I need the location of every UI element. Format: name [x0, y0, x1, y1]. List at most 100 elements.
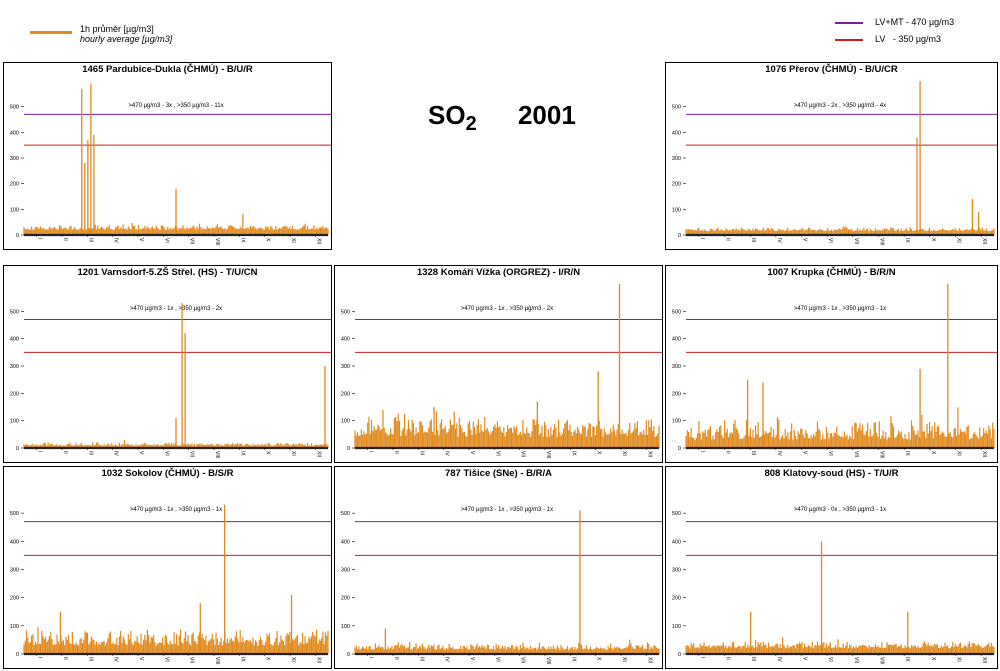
x-tick-label: VII: [520, 657, 526, 663]
exceedance-annotation: >470 µg/m3 - 1x , >350 µg/m3 - 1x: [794, 306, 886, 312]
chart-svg: 0 100 200 300 400 500 >470 µg/m3 - 1x , >350 µ…: [672, 284, 997, 459]
x-tick-label: IV: [113, 657, 119, 662]
x-tick-label: XI: [290, 451, 296, 456]
y-tick-label: 300: [672, 156, 681, 162]
y-tick-label: 500: [341, 309, 350, 315]
x-tick-label: III: [418, 657, 424, 661]
legend-limit-350-label: LV - 350 µg/m3: [875, 34, 942, 44]
y-tick-label: 100: [672, 207, 681, 213]
x-tick-label: IX: [239, 238, 245, 243]
hourly-series: [23, 504, 329, 654]
y-tick-label: 200: [341, 391, 350, 397]
x-tick-label: II: [725, 451, 731, 454]
y-tick-label: 400: [10, 130, 19, 136]
x-tick-label: VI: [827, 238, 833, 243]
y-tick-label: 400: [341, 539, 350, 545]
y-tick-label: 200: [10, 182, 19, 188]
hourly-series: [685, 541, 995, 654]
y-tick-label: 400: [10, 539, 19, 545]
x-tick-label: III: [418, 451, 424, 455]
y-tick-label: 200: [341, 596, 350, 602]
x-tick-label: VII: [520, 451, 526, 457]
x-tick-label: II: [725, 238, 731, 241]
x-tick-label: XII: [981, 238, 987, 244]
legend-hourly-line2: hourly average [µg/m3]: [80, 34, 173, 44]
y-tick-label: 0: [678, 652, 681, 658]
x-tick-label: XI: [621, 451, 627, 456]
x-tick-label: III: [87, 657, 93, 661]
x-tick-label: VIII: [214, 451, 220, 459]
x-tick-label: VI: [494, 657, 500, 662]
chart-title: 1328 Komáří Vížka (ORGREZ) - I/R/N: [416, 267, 581, 278]
x-tick-label: III: [87, 238, 93, 242]
y-tick-label: 500: [10, 309, 19, 315]
hourly-series: [685, 284, 995, 448]
y-tick-label: 300: [341, 364, 350, 370]
legend-limit-470-swatch: [835, 22, 863, 24]
chart-title: 1032 Sokolov (ČHMÚ) - B/S/R: [101, 468, 234, 479]
y-tick-label: 0: [347, 446, 350, 452]
hourly-series: [354, 510, 660, 654]
y-tick-label: 100: [672, 624, 681, 630]
hourly-series: [23, 303, 329, 448]
x-tick-label: II: [393, 451, 399, 454]
y-tick-label: 500: [10, 105, 19, 111]
x-tick-label: I: [37, 238, 43, 239]
legend-hourly-swatch: [30, 31, 72, 34]
y-tick-label: 500: [10, 511, 19, 517]
y-tick-label: 500: [672, 309, 681, 315]
x-tick-label: IV: [776, 238, 782, 243]
y-tick-label: 500: [672, 105, 681, 111]
exceedance-annotation: >470 µg/m3 - 1x , >350 µg/m3 - 2x: [130, 306, 222, 312]
x-tick-label: IX: [904, 238, 910, 243]
legend-hourly-line1: 1h průměr [µg/m3]: [80, 24, 154, 34]
x-tick-label: IV: [444, 451, 450, 456]
x-tick-label: III: [750, 657, 756, 661]
exceedance-annotation: >470 µg/m3 - 1x , >350 µg/m3 - 2x: [461, 306, 553, 312]
y-tick-label: 300: [10, 364, 19, 370]
x-tick-label: I: [368, 657, 374, 658]
x-tick-label: IX: [570, 451, 576, 456]
y-tick-label: 0: [678, 446, 681, 452]
year: 2001: [517, 100, 576, 130]
x-tick-label: I: [37, 657, 43, 658]
chart-svg: 0 100 200 300 400 500 >470 µg/m3 - 1x , >350 µ…: [341, 284, 662, 459]
legend-limit-350-swatch: [835, 39, 863, 41]
y-tick-label: 500: [672, 511, 681, 517]
exceedance-annotation: >470 µg/m3 - 1x , >350 µg/m3 - 1x: [130, 507, 222, 513]
exceedance-annotation: >470 µg/m3 - 0x , >350 µg/m3 - 1x: [794, 507, 886, 513]
y-tick-label: 400: [10, 337, 19, 343]
chart-title: 1007 Krupka (ČHMÚ) - B/R/N: [767, 267, 896, 278]
chart-title: 1076 Přerov (ČHMÚ) - B/U/CR: [765, 64, 898, 75]
x-tick-label: X: [930, 451, 936, 455]
y-tick-label: 100: [10, 207, 19, 213]
x-tick-label: VI: [163, 238, 169, 243]
y-tick-label: 300: [10, 156, 19, 162]
x-tick-label: VIII: [214, 657, 220, 665]
x-tick-label: IV: [113, 451, 119, 456]
x-tick-label: VI: [827, 657, 833, 662]
x-tick-label: VIII: [879, 238, 885, 246]
x-tick-label: VII: [189, 451, 195, 457]
y-tick-label: 0: [678, 233, 681, 239]
x-tick-label: IV: [776, 451, 782, 456]
x-tick-label: VIII: [214, 238, 220, 246]
y-tick-label: 300: [341, 568, 350, 574]
exceedance-annotation: >470 µg/m3 - 2x , >350 µg/m3 - 4x: [794, 103, 886, 109]
legend-limits: LV+MT - 470 µg/m3 LV - 350 µg/m3: [835, 16, 995, 48]
chart-svg: 0 100 200 300 400 500 >470 µg/m3 - 1x , >350 µ…: [341, 507, 662, 665]
x-tick-label: II: [62, 657, 68, 660]
y-tick-label: 0: [16, 652, 19, 658]
chart-panel-varnsdorf: 1201 Varnsdorf-5.ZŠ Střel. (HS) - T/U/CN…: [3, 265, 332, 463]
x-tick-label: V: [802, 451, 808, 455]
chart-svg: 0 100 200 300 400 500 >470 µg/m3 - 0x , >350 µ…: [672, 507, 997, 665]
pollutant: SO: [428, 100, 466, 130]
x-tick-label: VI: [163, 451, 169, 456]
x-tick-label: V: [469, 451, 475, 455]
y-tick-label: 300: [10, 568, 19, 574]
x-tick-label: XI: [956, 238, 962, 243]
x-tick-label: XI: [956, 451, 962, 456]
chart-panel-klatovy: 808 Klatovy-soud (HS) - T/U/R 0 100 200 300…: [665, 466, 998, 669]
chart-title: 1465 Pardubice-Dukla (ČHMÚ) - B/U/R: [82, 64, 253, 75]
x-tick-label: IV: [776, 657, 782, 662]
